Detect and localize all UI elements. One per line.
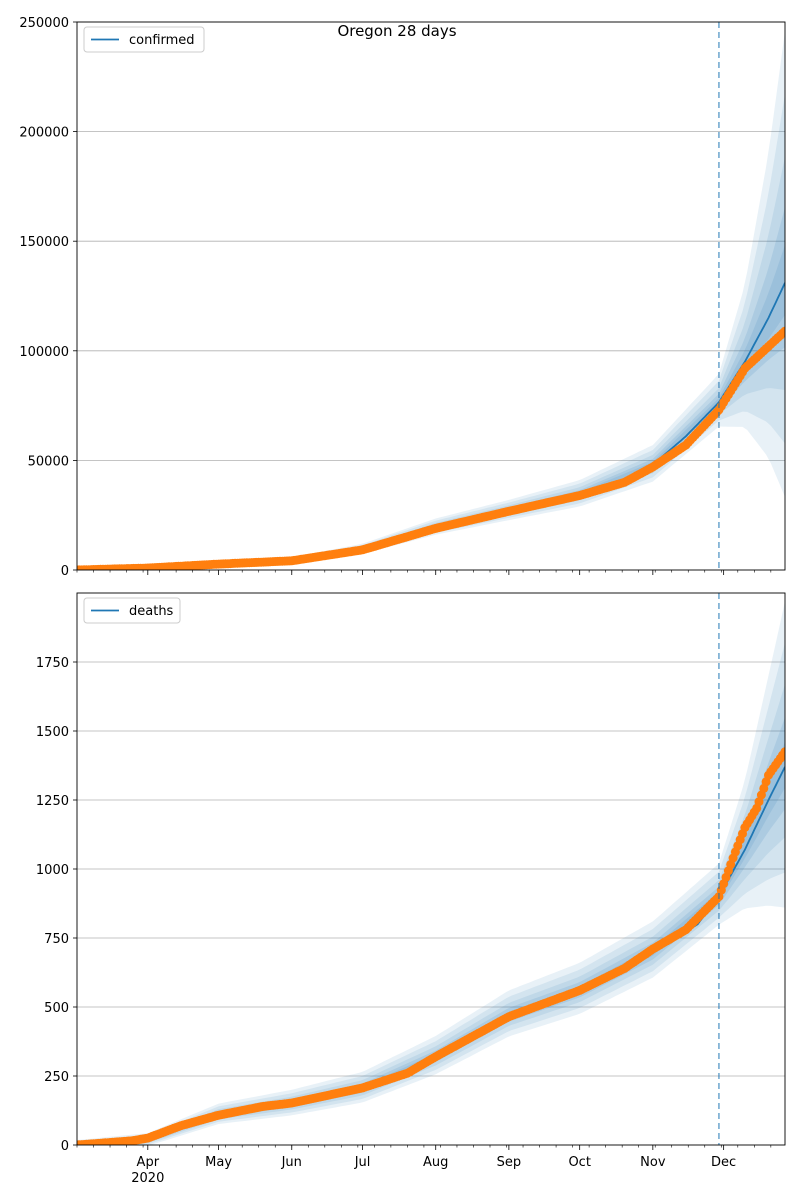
legend-box xyxy=(83,26,205,53)
uncertainty-band xyxy=(77,207,785,570)
uncertainty-band xyxy=(77,156,785,570)
legend-label: deaths xyxy=(129,604,174,619)
uncertainty-band xyxy=(77,642,785,1145)
y-tick-label: 100000 xyxy=(19,345,69,360)
y-tick-label: 1500 xyxy=(36,725,69,740)
legend: confirmed xyxy=(83,26,205,53)
confirmed-chart: 0 50000 100000 150000 200000 250000 Oregon 28 … xyxy=(19,16,786,579)
x-tick-label: Sep xyxy=(497,1155,522,1170)
y-tick-label: 750 xyxy=(44,932,69,947)
x-tick-label: Apr xyxy=(137,1155,160,1170)
observed-points xyxy=(77,326,785,570)
chart-title: Oregon 28 days xyxy=(337,22,456,40)
y-tick-label: 200000 xyxy=(19,126,69,141)
y-tick-label: 0 xyxy=(61,1139,69,1154)
x-tick-label: Dec xyxy=(711,1155,736,1170)
y-tick-label: 0 xyxy=(61,564,69,579)
y-tick-label: 1000 xyxy=(36,863,69,878)
y-tick-label: 150000 xyxy=(19,235,69,250)
uncertainty-band xyxy=(77,93,785,570)
uncertainty-band xyxy=(77,684,785,1145)
observed-point xyxy=(780,326,785,336)
uncertainty-band xyxy=(77,30,785,570)
x-tick-label: Aug xyxy=(423,1155,448,1170)
x-tick-label: Nov xyxy=(640,1155,666,1170)
y-tick-label: 500 xyxy=(44,1001,69,1016)
x-year-label: 2020 xyxy=(131,1171,164,1186)
y-tick-label: 250 xyxy=(44,1070,69,1085)
x-tick-label: Jul xyxy=(354,1155,371,1170)
legend-box xyxy=(83,597,181,624)
x-tick-label: Jun xyxy=(281,1155,302,1170)
x-tick-label: May xyxy=(205,1155,232,1170)
legend-label: confirmed xyxy=(129,33,195,48)
y-tick-label: 250000 xyxy=(19,16,69,31)
y-tick-label: 50000 xyxy=(28,454,69,469)
legend: deaths xyxy=(83,597,181,624)
observed-point xyxy=(780,747,785,757)
y-tick-label: 1250 xyxy=(36,794,69,809)
x-tick-label: Oct xyxy=(568,1155,590,1170)
axes-frame xyxy=(76,592,786,1146)
observed-points xyxy=(77,747,785,1145)
axes-frame xyxy=(76,21,786,571)
y-tick-label: 1750 xyxy=(36,656,69,671)
